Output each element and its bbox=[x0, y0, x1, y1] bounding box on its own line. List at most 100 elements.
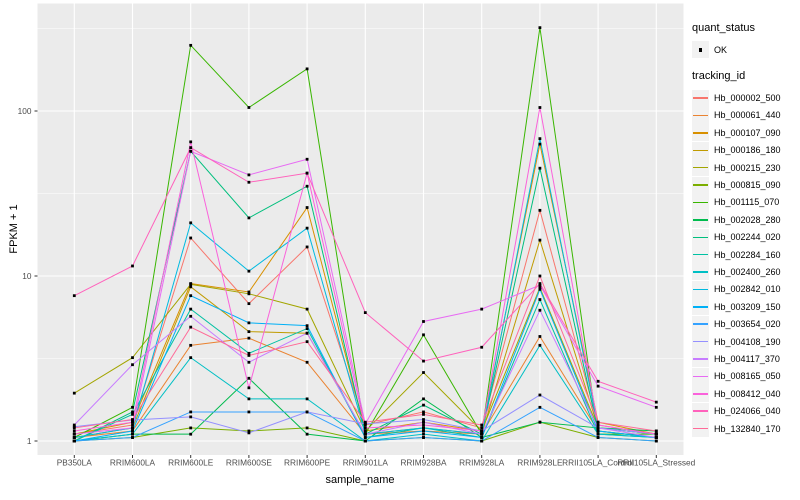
data-point bbox=[538, 238, 542, 242]
data-point bbox=[247, 216, 251, 220]
legend-key-swatch bbox=[692, 246, 709, 264]
legend-line-icon bbox=[693, 253, 708, 256]
data-point bbox=[596, 423, 600, 427]
legend-key-swatch bbox=[692, 402, 709, 420]
legend-item-Hb_024066_040: Hb_024066_040 bbox=[692, 402, 800, 420]
x-tick-label: RRIM901LA bbox=[343, 458, 389, 468]
data-point bbox=[480, 439, 484, 443]
data-point bbox=[247, 376, 251, 380]
data-point bbox=[247, 302, 251, 306]
data-point bbox=[480, 426, 484, 430]
legend-item-label: Hb_024066_040 bbox=[714, 406, 781, 417]
data-point bbox=[422, 426, 425, 430]
data-point bbox=[247, 386, 251, 390]
data-point bbox=[654, 405, 658, 409]
data-point bbox=[305, 67, 309, 71]
data-point bbox=[596, 436, 600, 439]
data-point bbox=[654, 400, 658, 404]
data-point bbox=[538, 420, 542, 424]
legend-line-icon bbox=[693, 166, 708, 169]
legend-key-swatch bbox=[692, 124, 709, 142]
data-point bbox=[363, 426, 367, 430]
data-point bbox=[131, 410, 134, 414]
data-point bbox=[247, 429, 251, 433]
data-point bbox=[422, 418, 425, 421]
legend-item-Hb_008165_050: Hb_008165_050 bbox=[692, 367, 800, 385]
data-point bbox=[538, 106, 542, 109]
data-point bbox=[131, 423, 134, 427]
legend-key-swatch bbox=[692, 159, 709, 177]
legend-item-Hb_002400_260: Hb_002400_260 bbox=[692, 263, 800, 281]
data-point bbox=[363, 429, 367, 433]
legend-item-Hb_004108_190: Hb_004108_190 bbox=[692, 333, 800, 351]
legend-line-icon bbox=[693, 149, 708, 152]
data-point bbox=[480, 345, 484, 349]
data-point bbox=[480, 423, 484, 427]
legend-item-Hb_000002_500: Hb_000002_500 bbox=[692, 89, 800, 107]
legend-line-icon bbox=[693, 114, 708, 117]
data-point bbox=[363, 439, 367, 443]
legend-key-swatch bbox=[692, 106, 709, 124]
legend-item-label: Hb_000815_090 bbox=[714, 180, 781, 191]
data-point bbox=[363, 422, 367, 426]
legend-item-Hb_000215_230: Hb_000215_230 bbox=[692, 159, 800, 177]
data-point bbox=[480, 432, 484, 436]
data-point bbox=[422, 359, 425, 363]
data-point bbox=[131, 418, 134, 421]
legend-item-Hb_002842_010: Hb_002842_010 bbox=[692, 280, 800, 298]
legend-item-Hb_000815_090: Hb_000815_090 bbox=[692, 176, 800, 194]
data-point bbox=[480, 307, 484, 311]
legend-line-icon bbox=[693, 132, 708, 134]
legend-key-swatch bbox=[692, 176, 709, 194]
data-point bbox=[538, 405, 542, 409]
x-tick-label: RRIM600SE bbox=[226, 458, 273, 468]
legend-item-label: Hb_001115_070 bbox=[714, 197, 780, 208]
legend-line-icon bbox=[693, 288, 708, 291]
data-point bbox=[305, 426, 309, 430]
x-tick-label: RRIM600LE bbox=[168, 458, 214, 468]
legend-item-label: Hb_002244_020 bbox=[714, 232, 781, 243]
data-point bbox=[422, 320, 425, 323]
legend-item-label: Hb_132840_170 bbox=[714, 423, 781, 434]
legend-key-swatch bbox=[692, 420, 709, 437]
data-point bbox=[305, 410, 309, 414]
legend-key-swatch bbox=[692, 367, 709, 385]
data-point bbox=[189, 140, 193, 144]
legend-key-swatch bbox=[692, 333, 709, 351]
y-axis-title: FPKM + 1 bbox=[8, 204, 20, 254]
data-point bbox=[131, 363, 134, 367]
data-point bbox=[247, 330, 251, 334]
data-point bbox=[247, 292, 251, 296]
data-point bbox=[363, 432, 367, 436]
data-point bbox=[480, 436, 484, 439]
legend-line-icon bbox=[693, 375, 708, 378]
data-point bbox=[305, 307, 309, 311]
data-point bbox=[538, 208, 542, 212]
data-point bbox=[305, 360, 309, 364]
data-point bbox=[363, 420, 367, 424]
legend-line-icon bbox=[693, 358, 708, 360]
data-point bbox=[131, 412, 134, 416]
data-point bbox=[247, 336, 251, 340]
data-point bbox=[538, 274, 542, 278]
legend-key-swatch bbox=[692, 280, 709, 298]
data-point bbox=[596, 379, 600, 383]
x-tick-label: RRIM600LA bbox=[110, 458, 156, 468]
x-tick-label: RRIM928LE bbox=[517, 458, 563, 468]
data-point bbox=[538, 142, 542, 146]
data-point bbox=[189, 307, 193, 311]
legend-line-icon bbox=[693, 219, 708, 221]
data-point bbox=[189, 356, 193, 360]
data-point bbox=[305, 397, 309, 401]
data-point bbox=[305, 206, 309, 209]
data-point bbox=[596, 432, 600, 436]
y-tick-label: 1 bbox=[27, 436, 32, 446]
data-point bbox=[131, 429, 134, 433]
legend-line-icon bbox=[693, 306, 708, 308]
data-point bbox=[305, 184, 309, 188]
data-point bbox=[131, 420, 134, 424]
data-point bbox=[305, 226, 309, 230]
plot-panel bbox=[37, 3, 684, 455]
data-point bbox=[538, 393, 542, 397]
legend-line-icon bbox=[693, 427, 708, 430]
